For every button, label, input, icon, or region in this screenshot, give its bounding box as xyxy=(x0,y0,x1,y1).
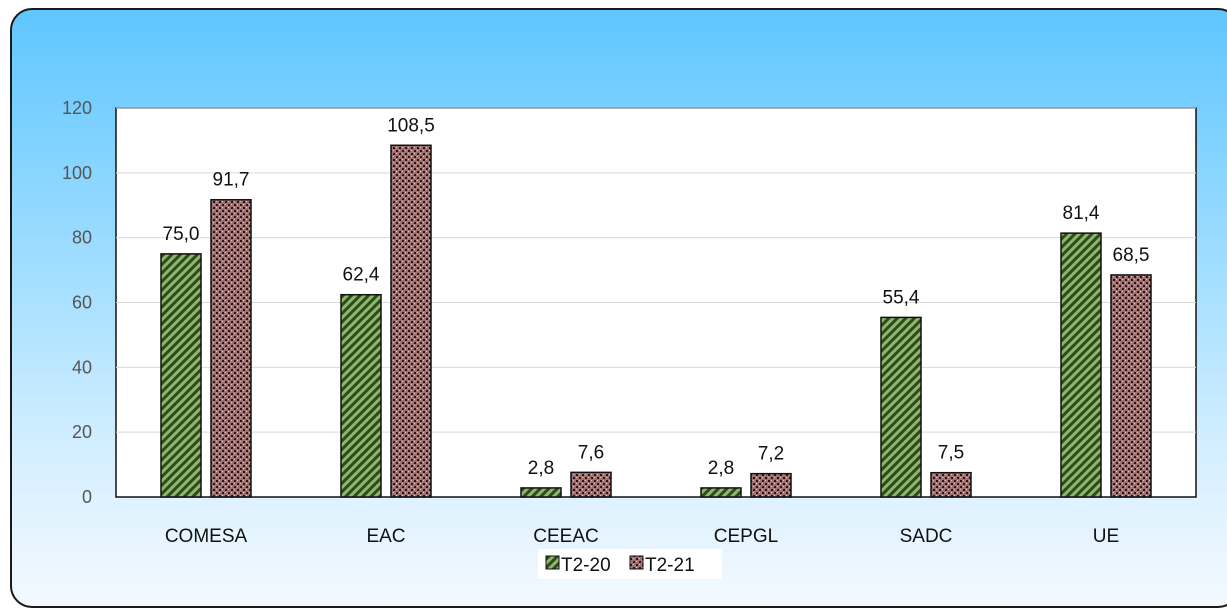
x-category-label: SADC xyxy=(900,526,953,547)
bars: 75,0 91,7 62,4 108,5 2,8 7,6 2,8 7,2 55,4 7,5 81,4… xyxy=(160,115,1152,498)
data-label: 91,7 xyxy=(213,170,250,191)
bar-t2-20-cepgl xyxy=(700,487,742,498)
y-tick-label: 0 xyxy=(82,487,92,507)
bar-t2-21-eac xyxy=(390,144,432,498)
legend-swatch-t2-21 xyxy=(629,555,644,570)
bar-t2-21-sadc xyxy=(930,471,972,498)
gridlines xyxy=(116,107,1196,433)
bar-t2-20-comesa xyxy=(160,253,202,498)
data-label: 68,5 xyxy=(1113,245,1150,266)
x-axis-labels: COMESA EAC CEEAC CEPGL SADC UE xyxy=(165,526,1119,547)
bar-t2-20-eac xyxy=(340,293,382,498)
data-label: 81,4 xyxy=(1063,203,1100,224)
y-tick-label: 20 xyxy=(72,422,92,442)
x-category-label: CEEAC xyxy=(533,526,598,547)
x-category-label: EAC xyxy=(366,526,405,547)
data-label: 62,4 xyxy=(343,265,380,286)
data-label: 7,6 xyxy=(578,442,604,463)
bar-chart: 0 20 40 60 80 100 120 75,0 91,7 62,4 108,5 2,8 7,6 2… xyxy=(61,98,1197,579)
bar-t2-20-ue xyxy=(1060,232,1102,498)
data-label: 108,5 xyxy=(387,115,435,136)
bar-t2-20-ceeac xyxy=(520,487,562,498)
y-tick-label: 40 xyxy=(72,357,92,377)
data-label: 75,0 xyxy=(163,224,200,245)
data-label: 7,2 xyxy=(758,444,784,465)
bar-t2-21-ceeac xyxy=(570,471,612,498)
data-label: 2,8 xyxy=(708,458,734,479)
data-label: 7,5 xyxy=(938,443,964,464)
x-category-label: CEPGL xyxy=(714,526,778,547)
bar-t2-21-cepgl xyxy=(750,472,792,498)
y-tick-label: 60 xyxy=(72,293,92,313)
y-tick-label: 80 xyxy=(72,228,92,248)
legend-label: T2-21 xyxy=(645,555,695,576)
data-label: 2,8 xyxy=(528,458,554,479)
data-label: 55,4 xyxy=(883,287,920,308)
legend-swatch-t2-20 xyxy=(545,555,560,570)
legend: T2-20 T2-21 xyxy=(538,549,722,579)
y-tick-label: 120 xyxy=(62,98,92,118)
y-tick-label: 100 xyxy=(62,163,92,183)
bar-t2-21-comesa xyxy=(210,198,252,498)
bar-t2-20-sadc xyxy=(880,316,922,498)
legend-label: T2-20 xyxy=(561,555,611,576)
y-axis-ticks: 0 20 40 60 80 100 120 xyxy=(62,98,92,507)
x-category-label: UE xyxy=(1093,526,1119,547)
bar-t2-21-ue xyxy=(1110,274,1152,498)
x-category-label: COMESA xyxy=(165,526,248,547)
